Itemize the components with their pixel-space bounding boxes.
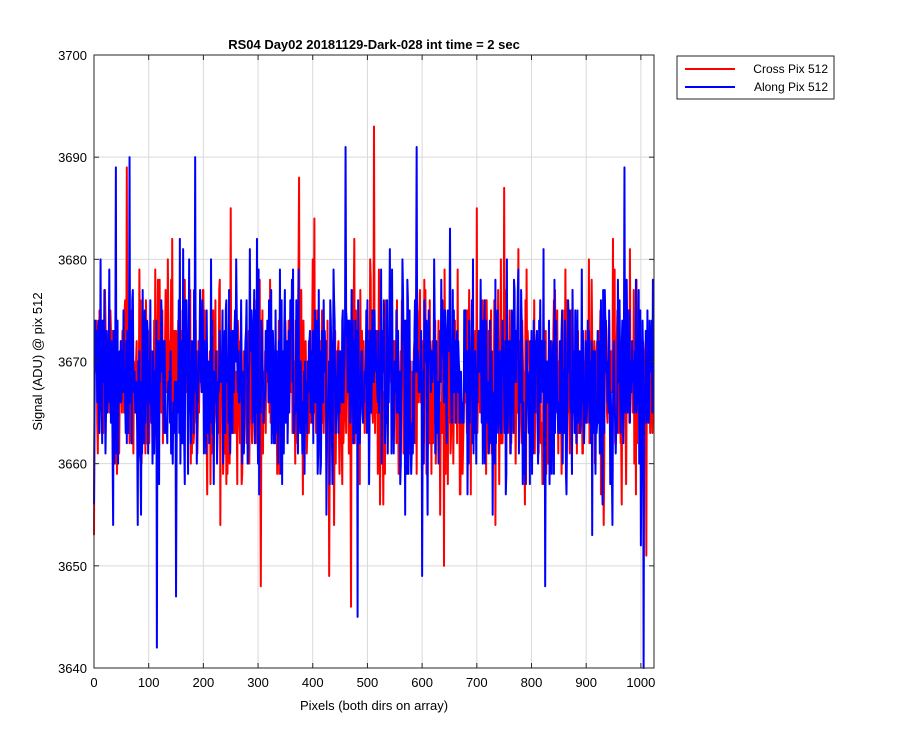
y-axis-label: Signal (ADU) @ pix 512 bbox=[30, 292, 45, 430]
y-tick-label: 3650 bbox=[58, 559, 87, 574]
x-tick-label: 1000 bbox=[626, 675, 655, 690]
x-tick-label: 800 bbox=[521, 675, 543, 690]
ticks: 0 100 200 300 400 500 600 700 800 900 1000 3640 3650… bbox=[58, 48, 655, 690]
y-tick-label: 3670 bbox=[58, 355, 87, 370]
x-tick-label: 700 bbox=[466, 675, 488, 690]
legend-label-0: Cross Pix 512 bbox=[753, 62, 828, 76]
y-tick-label: 3690 bbox=[58, 150, 87, 165]
x-tick-label: 100 bbox=[138, 675, 160, 690]
legend-box bbox=[676, 55, 835, 100]
x-tick-label: 300 bbox=[247, 675, 269, 690]
x-axis-label: Pixels (both dirs on array) bbox=[300, 698, 448, 713]
legend-label-1: Along Pix 512 bbox=[754, 80, 828, 94]
y-tick-label: 3640 bbox=[58, 661, 87, 676]
legend[interactable]: Cross Pix 512 Along Pix 512 bbox=[676, 55, 835, 100]
x-tick-label: 0 bbox=[90, 675, 97, 690]
series-line-1 bbox=[93, 145, 655, 669]
x-tick-label: 500 bbox=[357, 675, 379, 690]
x-tick-label: 600 bbox=[411, 675, 433, 690]
y-tick-label: 3700 bbox=[58, 48, 87, 63]
series-lines bbox=[93, 125, 655, 669]
chart-title: RS04 Day02 20181129-Dark-028 int time = … bbox=[228, 37, 520, 52]
x-tick-label: 400 bbox=[302, 675, 324, 690]
x-tick-label: 200 bbox=[193, 675, 215, 690]
y-tick-label: 3660 bbox=[58, 457, 87, 472]
y-tick-label: 3680 bbox=[58, 252, 87, 267]
x-tick-label: 900 bbox=[575, 675, 597, 690]
